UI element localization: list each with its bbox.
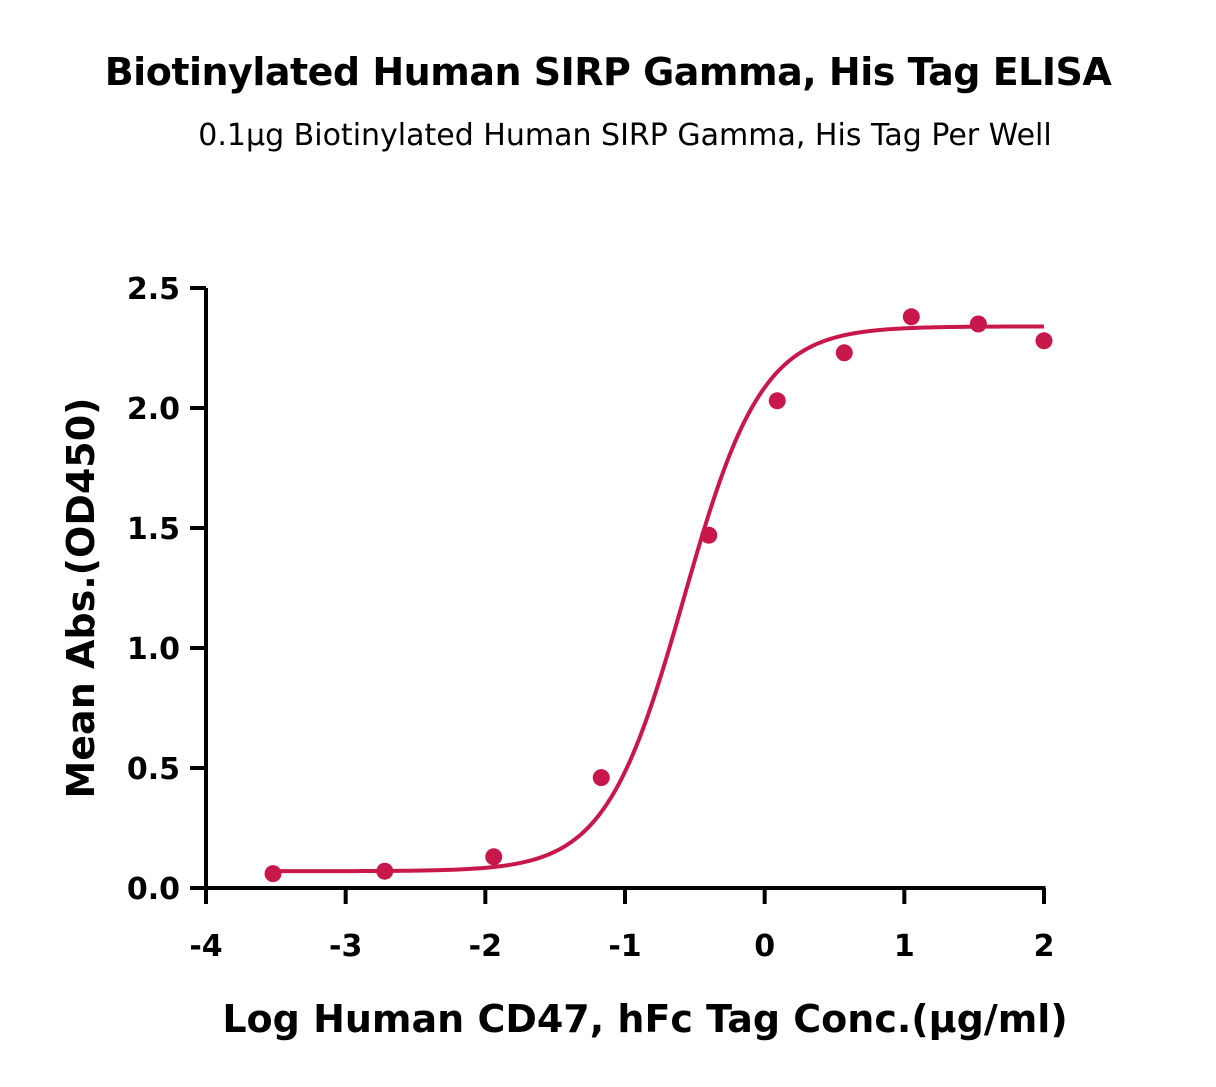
y-tick-label: 0.0 [127,872,180,907]
data-point [1035,332,1053,350]
x-tick-label: 0 [754,929,775,964]
data-point [376,862,394,880]
x-tick-label: 1 [894,929,915,964]
data-point [592,769,610,787]
x-tick-label: -2 [469,929,502,964]
x-tick-label: 2 [1034,929,1055,964]
y-tick-label: 1.0 [127,632,180,667]
x-tick-label: -3 [329,929,362,964]
y-tick-label: 1.5 [127,512,180,547]
chart-title: Biotinylated Human SIRP Gamma, His Tag E… [104,50,1112,94]
data-point [969,315,987,333]
data-point [835,344,853,362]
data-point [768,392,786,410]
y-tick-label: 2.5 [127,272,180,307]
data-point [700,526,718,544]
chart-subtitle: 0.1µg Biotinylated Human SIRP Gamma, His… [198,118,1052,153]
data-point [264,865,282,883]
x-axis-label: Log Human CD47, hFc Tag Conc.(µg/ml) [222,997,1067,1041]
x-tick-label: -4 [189,929,222,964]
y-tick-label: 2.0 [127,392,180,427]
fit-curve [273,324,1045,874]
y-tick-label: 0.5 [127,752,180,787]
x-tick-label: -1 [608,929,641,964]
data-point [902,308,920,326]
data-point [485,848,503,866]
y-axis-label: Mean Abs.(OD450) [59,397,103,798]
